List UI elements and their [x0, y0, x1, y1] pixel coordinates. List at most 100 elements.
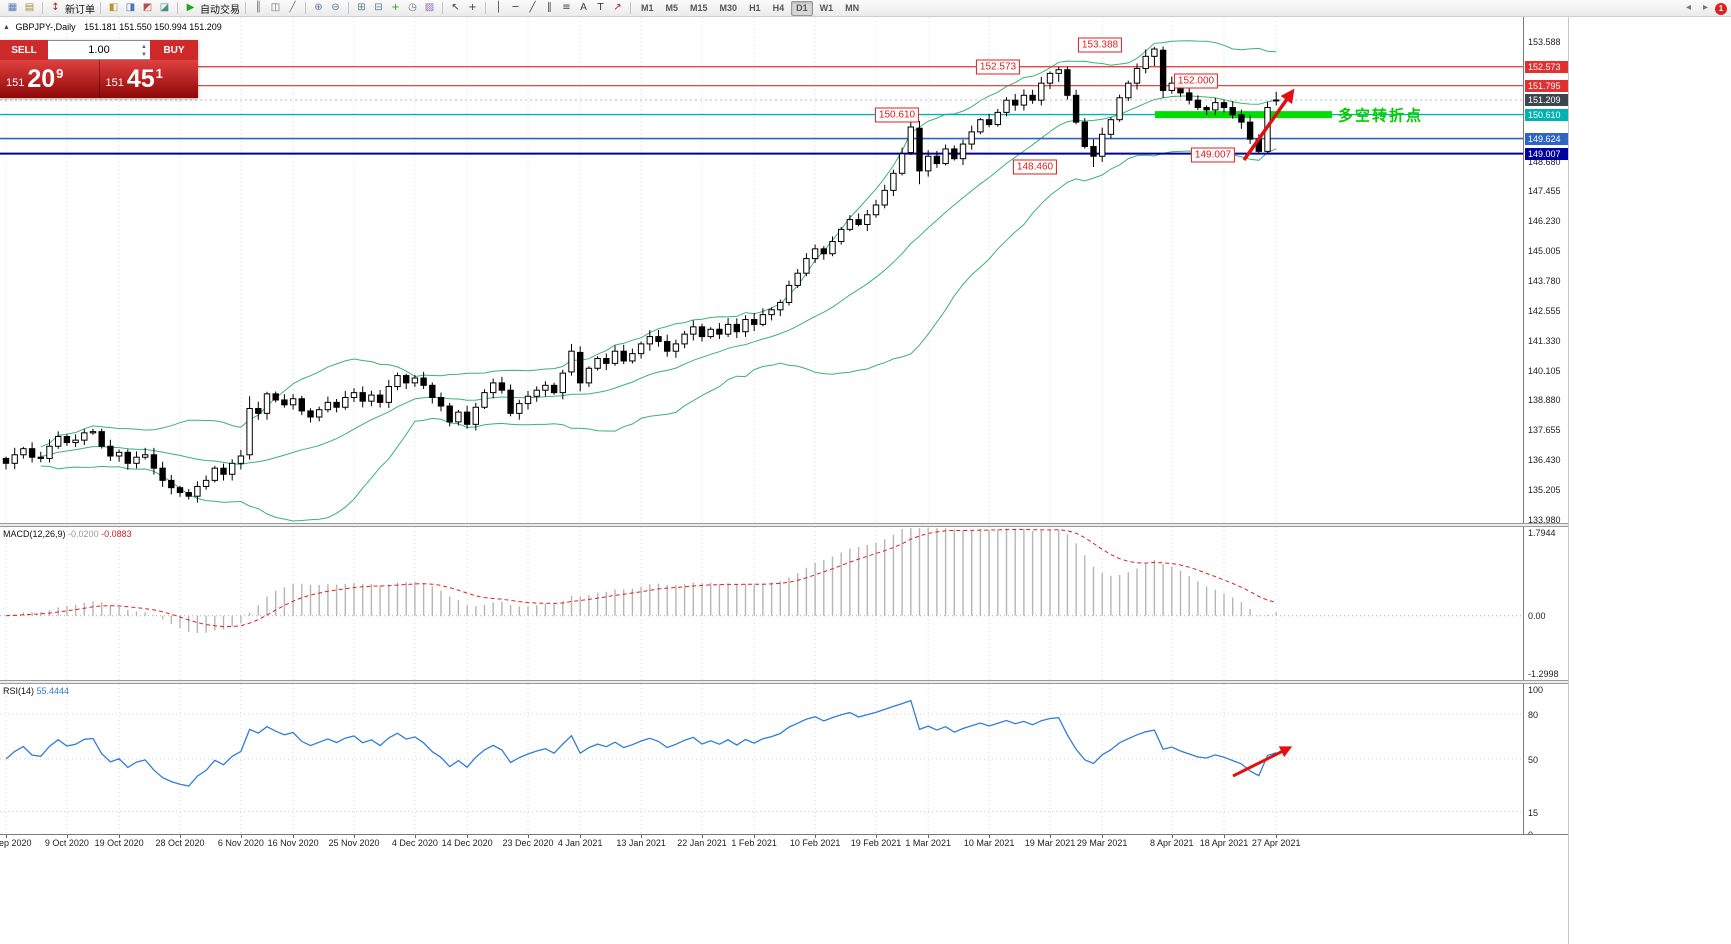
- price-scale[interactable]: 153.588 148.680 147.455 146.230 145.005 143.7…: [1523, 17, 1568, 850]
- price-annotation[interactable]: 148.460: [1012, 159, 1058, 175]
- fibonacci-icon: ≡: [562, 1, 571, 13]
- time-scale[interactable]: 30 Sep 2020 9 Oct 2020 19 Oct 2020 28 Oct 2…: [0, 834, 1568, 850]
- timeframe-m30[interactable]: M30: [719, 2, 738, 13]
- sell-price-prefix: 151: [6, 76, 25, 89]
- zoom-in-icon[interactable]: ⊕: [310, 2, 327, 15]
- toolbar-overflow-right-icon[interactable]: ▸: [1702, 2, 1709, 13]
- rsi-subwindow[interactable]: RSI(14) 55.4444: [0, 684, 1523, 834]
- channel-icon[interactable]: ∥: [541, 2, 558, 15]
- autotrading-icon: ▶: [186, 1, 195, 13]
- date-label: 8 Apr 2021: [1150, 838, 1194, 848]
- date-tick: [528, 835, 529, 838]
- cascade-windows-icon[interactable]: ⊟: [370, 2, 387, 15]
- scale-label: 146.230: [1528, 216, 1561, 227]
- date-tick: [467, 835, 469, 838]
- arrows-icon[interactable]: ↗: [609, 2, 626, 15]
- sell-price-display[interactable]: 151 20 9: [0, 60, 99, 98]
- new-chart-icon[interactable]: ▦: [4, 2, 21, 15]
- notification-badge[interactable]: 1: [1715, 2, 1727, 15]
- autotrading-button[interactable]: ▶ 自动交易: [182, 1, 241, 16]
- arrows-icon: ↗: [613, 1, 622, 13]
- new-chart-icon: ▦: [7, 1, 18, 13]
- price-annotation[interactable]: 152.000: [1173, 73, 1219, 89]
- timeframe-mn[interactable]: MN: [845, 2, 860, 13]
- timeframe-d1[interactable]: D1: [791, 0, 813, 16]
- timeframe-m5[interactable]: M5: [665, 2, 679, 13]
- scale-label: 137.655: [1528, 425, 1561, 436]
- crosshair-icon: +: [468, 1, 477, 13]
- price-annotation[interactable]: 152.573: [975, 59, 1021, 75]
- date-label: 1 Feb 2021: [731, 838, 777, 848]
- candlestick-chart[interactable]: [0, 17, 1523, 523]
- panel-splitter[interactable]: [0, 680, 1568, 684]
- sell-price-sup: 9: [56, 65, 64, 81]
- price-scale-tag: 149.624: [1525, 132, 1568, 145]
- tile-windows-icon[interactable]: ⊞: [353, 2, 370, 15]
- volume-stepper[interactable]: ▲ ▼: [141, 43, 147, 59]
- toolbar-overflow-left-icon[interactable]: ◂: [1685, 2, 1692, 13]
- date-tick: [702, 835, 703, 838]
- ocp-collapse-icon[interactable]: ▲: [3, 24, 10, 31]
- trendline-icon[interactable]: ╱: [524, 2, 541, 15]
- buy-price-display[interactable]: 151 45 1: [98, 60, 199, 98]
- chart-profiles-icon[interactable]: ▤: [21, 2, 38, 15]
- timeframe-w1[interactable]: W1: [819, 2, 834, 13]
- sell-button[interactable]: SELL: [0, 40, 48, 60]
- chart-line-icon[interactable]: ╱: [284, 2, 301, 15]
- buy-button[interactable]: BUY: [150, 40, 198, 60]
- indicators-icon[interactable]: +: [387, 2, 404, 15]
- price-annotation[interactable]: 149.007: [1190, 147, 1236, 163]
- fibonacci-icon[interactable]: ≡: [558, 2, 575, 15]
- timeframe-h4[interactable]: H4: [772, 2, 785, 13]
- vertical-line-icon: │: [495, 1, 502, 13]
- chart-candles-icon[interactable]: ◫: [267, 2, 284, 15]
- date-tick: [6, 835, 7, 838]
- price-annotation[interactable]: 150.610: [874, 107, 920, 123]
- scale-label: 148.680: [1528, 156, 1561, 167]
- macd-subwindow[interactable]: MACD(12,26,9) -0.0200 -0.0883: [0, 527, 1523, 680]
- cascade-windows-icon: ⊟: [374, 1, 383, 13]
- stepper-down-icon[interactable]: ▼: [141, 52, 147, 58]
- crosshair-icon[interactable]: +: [464, 2, 481, 15]
- symbol-ohlc-line: ▲ GBPJPY-,Daily 151.181 151.550 150.994 …: [3, 22, 222, 32]
- terminal-icon[interactable]: ◪: [156, 2, 173, 15]
- scale-label: 136.430: [1528, 455, 1561, 466]
- toolbar-separator: [100, 2, 101, 14]
- data-window-icon[interactable]: ◨: [122, 2, 139, 15]
- new-order-button[interactable]: ↕ 新订单: [47, 1, 96, 16]
- chart-candles-icon: ◫: [270, 1, 281, 13]
- text-icon[interactable]: A: [575, 2, 592, 15]
- navigator-icon: ◩: [142, 1, 153, 13]
- sell-price-big: 20: [27, 64, 56, 93]
- templates-icon[interactable]: ▨: [421, 2, 438, 15]
- panel-splitter[interactable]: [0, 523, 1568, 527]
- scale-label: 138.880: [1528, 395, 1561, 406]
- zoom-out-icon[interactable]: ⊖: [327, 2, 344, 15]
- volume-value: 1.00: [88, 44, 110, 56]
- trendline-icon: ╱: [529, 1, 536, 13]
- empty-right-area: [1568, 17, 1731, 944]
- chart-area[interactable]: ▲ GBPJPY-,Daily 151.181 151.550 150.994 …: [0, 17, 1523, 523]
- channel-icon: ∥: [547, 1, 552, 13]
- horizontal-line-icon[interactable]: ─: [507, 2, 524, 15]
- chart-bars-icon[interactable]: ║: [250, 2, 267, 15]
- cursor-icon[interactable]: ↖: [447, 2, 464, 15]
- volume-input[interactable]: 1.00 ▲ ▼: [48, 40, 150, 60]
- price-annotation[interactable]: 153.388: [1077, 37, 1123, 53]
- market-watch-icon: ◧: [108, 1, 119, 13]
- scale-label: 140.105: [1528, 365, 1561, 376]
- turning-point-label[interactable]: 多空转折点: [1338, 107, 1424, 125]
- date-tick: [1050, 835, 1051, 838]
- text-label-icon[interactable]: T: [592, 2, 609, 15]
- timeframe-m1[interactable]: M1: [641, 2, 654, 13]
- market-watch-icon[interactable]: ◧: [105, 2, 122, 15]
- timeframe-m15[interactable]: M15: [690, 2, 708, 13]
- stepper-up-icon[interactable]: ▲: [141, 44, 147, 50]
- terminal-icon: ◪: [159, 1, 170, 13]
- date-label: 23 Dec 2020: [502, 838, 554, 848]
- timeframe-h1[interactable]: H1: [749, 2, 761, 13]
- vertical-line-icon[interactable]: │: [490, 2, 507, 15]
- navigator-icon[interactable]: ◩: [139, 2, 156, 15]
- scale-label: 50: [1528, 755, 1539, 765]
- periods-icon[interactable]: ◷: [404, 2, 421, 15]
